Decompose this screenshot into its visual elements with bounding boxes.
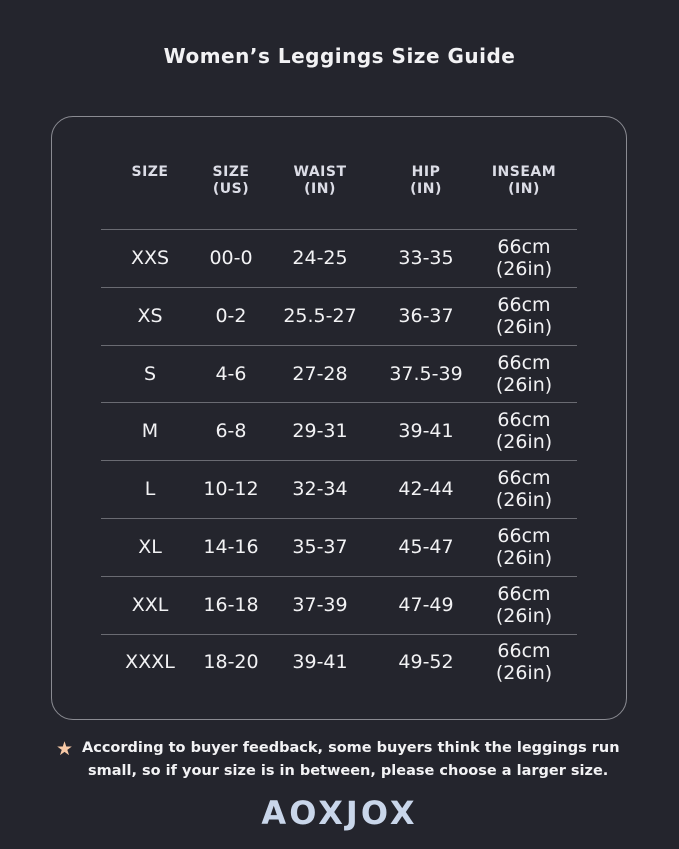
header-text: (IN) bbox=[304, 181, 336, 197]
table-cell: 42-44 bbox=[398, 478, 454, 500]
table-cell: 16-18 bbox=[203, 594, 259, 616]
inseam-text: 66cm bbox=[497, 467, 551, 489]
inseam-cell: 66cm (26in) bbox=[469, 352, 579, 396]
table-cell: 47-49 bbox=[398, 594, 454, 616]
inseam-cell: 66cm (26in) bbox=[469, 294, 579, 338]
table-cell: XS bbox=[137, 305, 163, 327]
table-cell: L bbox=[144, 478, 156, 500]
header-text: WAIST bbox=[293, 164, 347, 180]
table-cell: XL bbox=[138, 536, 162, 558]
inseam-text: (26in) bbox=[495, 374, 553, 396]
table-cell: 4-6 bbox=[215, 363, 247, 385]
table-cell: 37-39 bbox=[292, 594, 348, 616]
table-cell: 39-41 bbox=[292, 651, 348, 673]
header-text: (US) bbox=[212, 181, 250, 197]
table-cell: XXXL bbox=[125, 651, 175, 673]
inseam-text: 66cm bbox=[497, 236, 551, 258]
table-cell: 6-8 bbox=[215, 420, 247, 442]
inseam-text: (26in) bbox=[495, 316, 553, 338]
table-cell: 29-31 bbox=[292, 420, 348, 442]
inseam-cell: 66cm (26in) bbox=[469, 640, 579, 684]
inseam-text: 66cm bbox=[497, 352, 551, 374]
table-cell: XXS bbox=[130, 247, 170, 269]
inseam-text: (26in) bbox=[495, 547, 553, 569]
inseam-text: (26in) bbox=[495, 431, 553, 453]
inseam-cell: 66cm (26in) bbox=[469, 583, 579, 627]
row-divider bbox=[101, 402, 577, 403]
row-divider bbox=[101, 634, 577, 635]
header-text: INSEAM bbox=[491, 164, 557, 180]
row-divider bbox=[101, 229, 577, 230]
table-cell: 45-47 bbox=[398, 536, 454, 558]
table-cell: 14-16 bbox=[203, 536, 259, 558]
column-header: SIZE (US) bbox=[181, 164, 281, 198]
table-cell: 37.5-39 bbox=[389, 363, 463, 385]
table-cell: S bbox=[143, 363, 157, 385]
table-cell: XXL bbox=[131, 594, 169, 616]
table-cell: 33-35 bbox=[398, 247, 454, 269]
table-cell: 10-12 bbox=[203, 478, 259, 500]
column-header: WAIST (IN) bbox=[270, 164, 370, 198]
table-cell: 00-0 bbox=[209, 247, 253, 269]
header-text: SIZE bbox=[212, 164, 250, 180]
inseam-cell: 66cm (26in) bbox=[469, 409, 579, 453]
table-cell: 35-37 bbox=[292, 536, 348, 558]
header-text: (IN) bbox=[508, 181, 540, 197]
table-cell: 24-25 bbox=[292, 247, 348, 269]
table-cell: 39-41 bbox=[398, 420, 454, 442]
inseam-text: (26in) bbox=[495, 605, 553, 627]
inseam-text: (26in) bbox=[495, 258, 553, 280]
row-divider bbox=[101, 287, 577, 288]
inseam-text: 66cm bbox=[497, 640, 551, 662]
note-line-1: According to buyer feedback, some buyers… bbox=[82, 740, 620, 756]
inseam-cell: 66cm (26in) bbox=[469, 525, 579, 569]
column-header: SIZE bbox=[100, 164, 200, 181]
star-icon: ★ bbox=[56, 738, 74, 760]
row-divider bbox=[101, 345, 577, 346]
row-divider bbox=[101, 518, 577, 519]
inseam-text: (26in) bbox=[495, 662, 553, 684]
column-header: INSEAM (IN) bbox=[474, 164, 574, 198]
size-table-frame bbox=[51, 116, 627, 720]
fit-note: According to buyer feedback, some buyers… bbox=[82, 737, 642, 783]
inseam-cell: 66cm (26in) bbox=[469, 236, 579, 280]
table-cell: 49-52 bbox=[398, 651, 454, 673]
header-text: HIP bbox=[411, 164, 441, 180]
row-divider bbox=[101, 460, 577, 461]
table-cell: 27-28 bbox=[292, 363, 348, 385]
column-header: HIP (IN) bbox=[376, 164, 476, 198]
table-cell: 36-37 bbox=[398, 305, 454, 327]
header-text: (IN) bbox=[410, 181, 442, 197]
page-title: Women’s Leggings Size Guide bbox=[163, 44, 516, 68]
inseam-text: (26in) bbox=[495, 489, 553, 511]
table-cell: M bbox=[141, 420, 159, 442]
inseam-text: 66cm bbox=[497, 409, 551, 431]
table-cell: 18-20 bbox=[203, 651, 259, 673]
brand-logo: AOXJOX bbox=[261, 794, 418, 832]
inseam-text: 66cm bbox=[497, 525, 551, 547]
header-text: SIZE bbox=[131, 164, 169, 180]
table-cell: 0-2 bbox=[215, 305, 247, 327]
note-line-2: small, so if your size is in between, pl… bbox=[88, 763, 609, 779]
inseam-text: 66cm bbox=[497, 294, 551, 316]
table-cell: 32-34 bbox=[292, 478, 348, 500]
row-divider bbox=[101, 576, 577, 577]
inseam-text: 66cm bbox=[497, 583, 551, 605]
inseam-cell: 66cm (26in) bbox=[469, 467, 579, 511]
table-cell: 25.5-27 bbox=[283, 305, 357, 327]
